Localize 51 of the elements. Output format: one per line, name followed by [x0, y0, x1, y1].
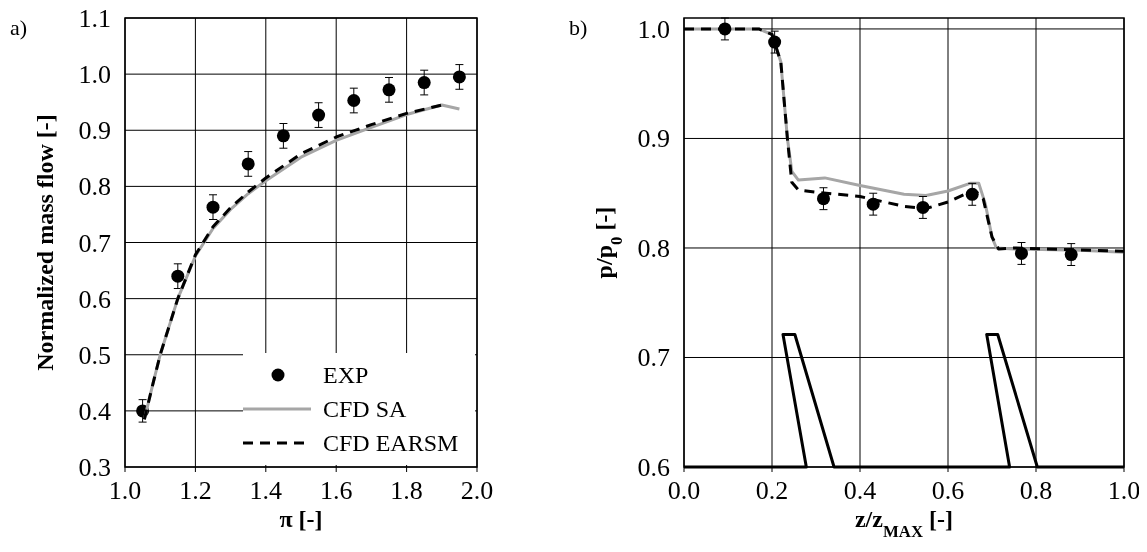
x-tick-label: 0.2 [755, 476, 789, 505]
x-tick-label: 0.4 [843, 476, 877, 505]
point [171, 269, 185, 283]
x-tick-label: 2.0 [460, 476, 494, 505]
legend-label: EXP [323, 362, 369, 388]
legend-label: CFD SA [323, 396, 408, 422]
point [916, 200, 930, 214]
x-tick-label: 1.2 [179, 476, 212, 505]
x-tick-label: 0.8 [1019, 476, 1053, 505]
y-tick-label: 1.0 [637, 14, 670, 44]
x-tick-label: 1.4 [249, 476, 283, 505]
point [452, 70, 466, 84]
point [816, 192, 830, 206]
point [417, 76, 431, 90]
point [866, 197, 880, 211]
y-tick-label: 0.9 [78, 116, 111, 146]
y-tick-label: 0.4 [78, 396, 111, 426]
y-tick-label: 0.3 [78, 453, 111, 482]
point [347, 94, 361, 107]
x-tick-label: 0.6 [931, 476, 965, 505]
x-axis-title: z/z$_{MAX}$ [-] [854, 506, 954, 541]
point [312, 108, 326, 122]
legend-label: CFD EARSM [323, 430, 459, 456]
y-tick-label: 1.0 [78, 60, 111, 90]
point [276, 129, 290, 143]
x-tick-label: 0.0 [667, 476, 701, 505]
x-tick-label: 1.0 [1107, 476, 1141, 505]
point [965, 187, 979, 201]
point [1014, 246, 1028, 260]
y-tick-label: 0.7 [637, 343, 670, 373]
y-tick-label: 0.9 [637, 124, 670, 154]
point [768, 35, 782, 49]
point [718, 22, 732, 36]
y-axis-title: Normalized mass flow [-] [32, 114, 58, 371]
y-tick-label: 0.6 [78, 284, 111, 314]
point [241, 157, 255, 171]
x-tick-label: 1.6 [319, 476, 353, 505]
text: b) [569, 15, 588, 40]
x-tick-label: 1.8 [390, 476, 423, 505]
y-tick-label: 0.6 [637, 453, 670, 482]
point [1064, 248, 1078, 262]
y-tick-label: 1.1 [78, 4, 111, 33]
x-tick-label: 1.0 [108, 476, 142, 505]
y-tick-label: 0.8 [637, 233, 670, 263]
y-tick-label: 0.7 [78, 228, 111, 258]
text: a) [10, 15, 28, 40]
point [382, 83, 396, 97]
x-axis-title: π [-] [279, 506, 323, 532]
point [206, 200, 220, 214]
y-tick-label: 0.5 [78, 340, 111, 370]
y-tick-label: 0.8 [78, 172, 111, 202]
